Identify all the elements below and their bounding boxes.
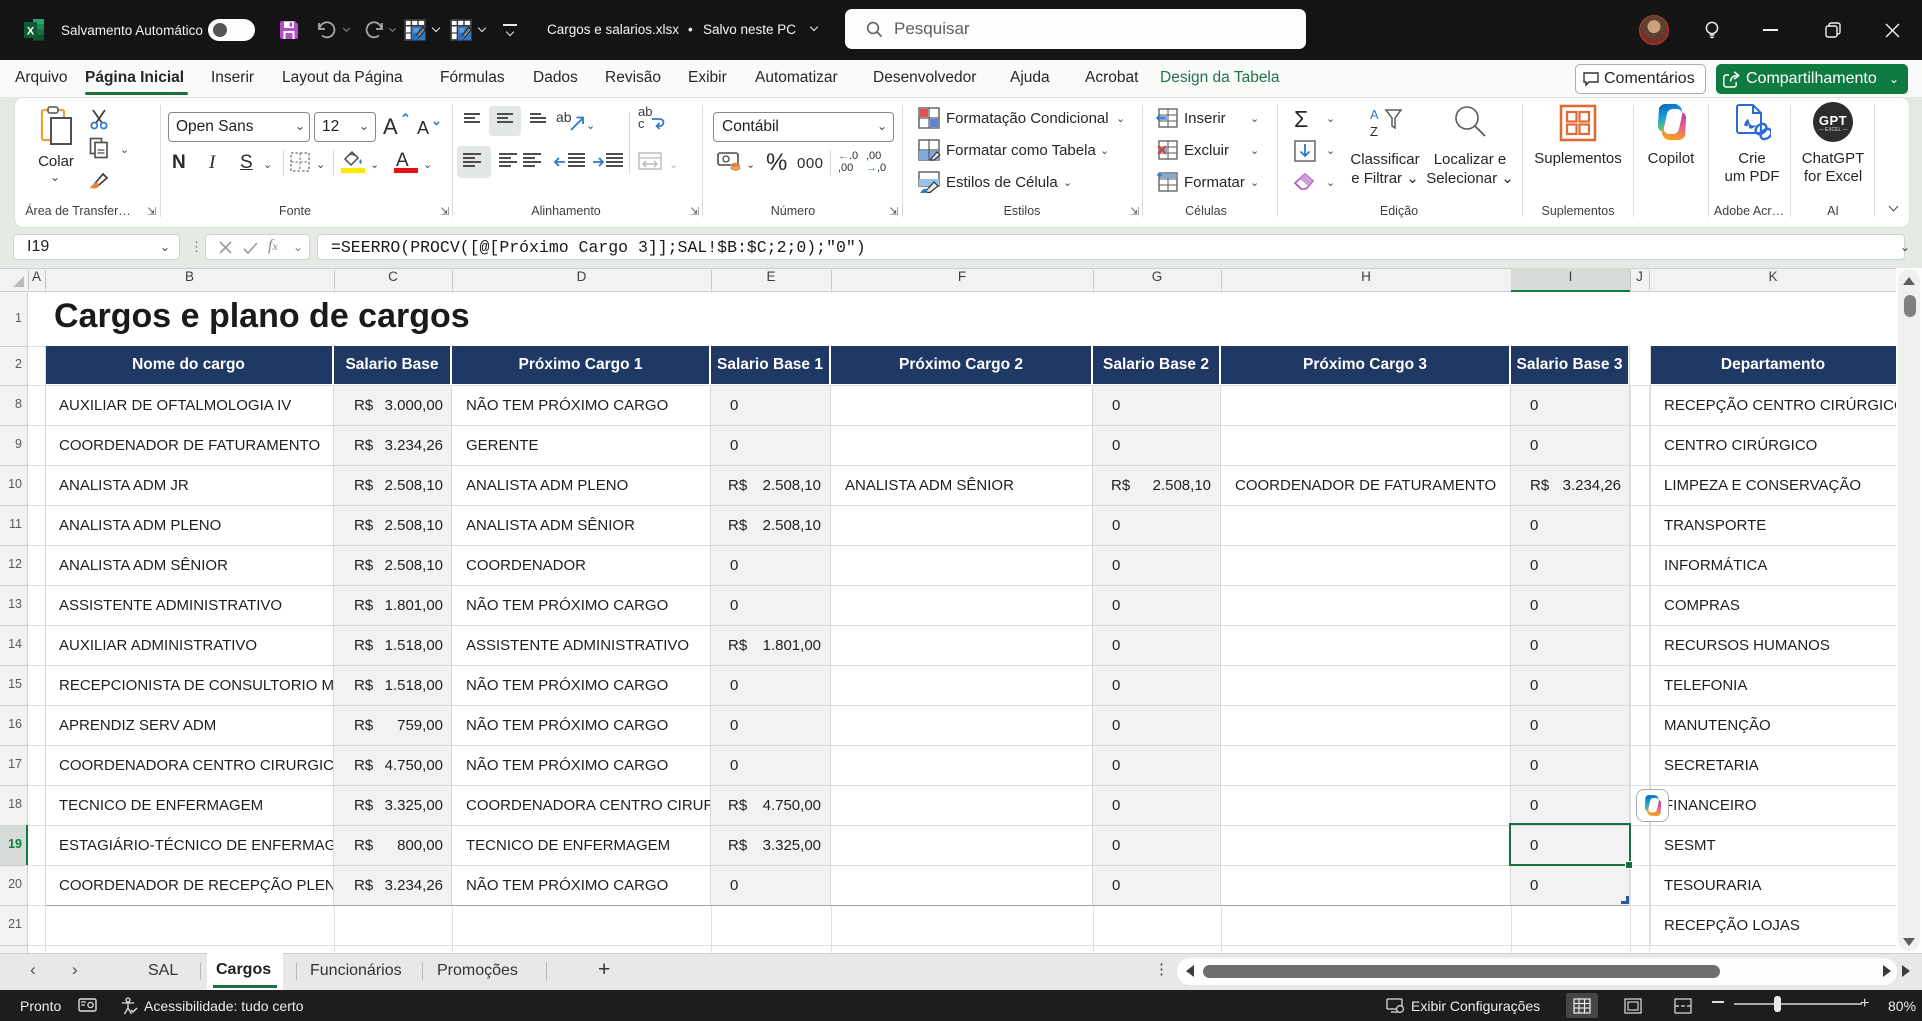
svg-text:X: X (27, 25, 35, 37)
svg-text:A: A (1370, 107, 1379, 122)
svg-text:Z: Z (1370, 124, 1378, 139)
